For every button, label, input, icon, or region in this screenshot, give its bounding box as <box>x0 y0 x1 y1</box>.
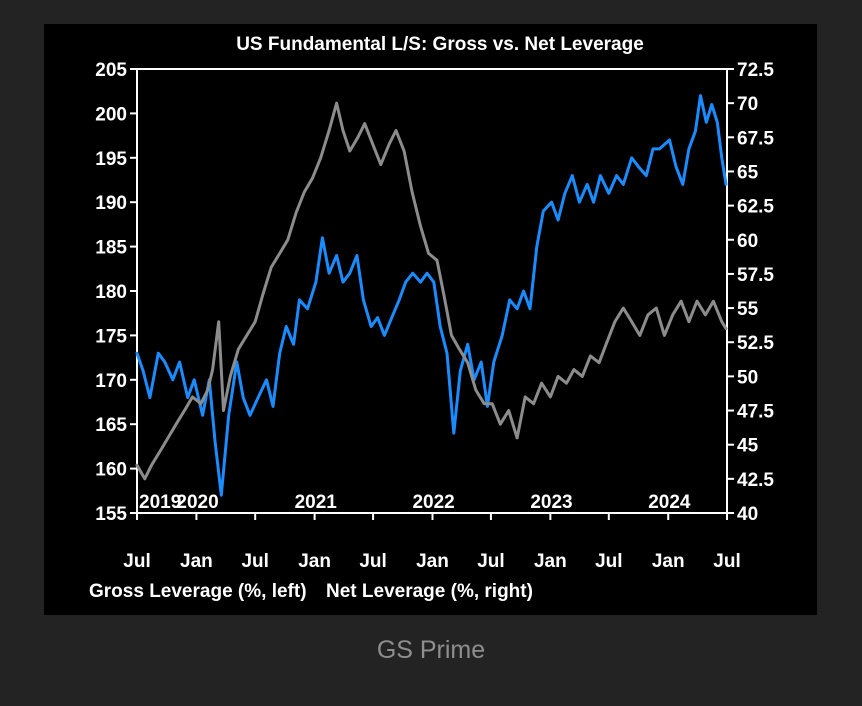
x-month-label: Jan <box>416 551 449 572</box>
y-left-tick-label: 155 <box>95 504 127 525</box>
y-left-tick-label: 170 <box>95 371 127 392</box>
y-right-tick-label: 62.5 <box>737 197 774 218</box>
y-right-tick-label: 60 <box>737 231 758 252</box>
y-right-tick-label: 45 <box>737 436 759 457</box>
x-year-label: 2019 <box>139 492 181 513</box>
y-left-tick-label: 165 <box>95 415 127 436</box>
x-month-label: Jan <box>652 551 685 572</box>
y-left-tick-label: 175 <box>95 326 127 347</box>
y-right-tick-label: 47.5 <box>737 402 774 423</box>
x-month-label: Jul <box>477 551 504 572</box>
x-month-label: Jul <box>595 551 622 572</box>
y-right-tick-label: 52.5 <box>737 333 774 354</box>
y-right-tick-label: 50 <box>737 367 758 388</box>
x-month-label: Jan <box>298 551 331 572</box>
y-left-tick-label: 190 <box>95 193 127 214</box>
x-year-label: 2024 <box>648 492 691 513</box>
y-left-tick-label: 160 <box>95 460 127 481</box>
y-right-tick-label: 65 <box>737 162 759 183</box>
x-month-label: Jan <box>180 551 213 572</box>
chart-panel: US Fundamental L/S: Gross vs. Net Levera… <box>44 24 817 615</box>
chart-svg: US Fundamental L/S: Gross vs. Net Levera… <box>89 34 774 602</box>
y-right-tick-label: 72.5 <box>737 60 774 81</box>
x-year-label: 2023 <box>530 492 572 513</box>
y-right-tick-label: 70 <box>737 94 758 115</box>
chart-title: US Fundamental L/S: Gross vs. Net Levera… <box>236 34 644 55</box>
y-right-tick-label: 57.5 <box>737 265 774 286</box>
y-right-tick-label: 40 <box>737 504 758 525</box>
x-month-label: Jul <box>241 551 268 572</box>
plot-layer: 155 160 165 170 175 180 185 190 195 200 205 40 42.5 4… <box>95 60 774 572</box>
y-right-tick-label: 67.5 <box>737 128 774 149</box>
x-year-label: 2020 <box>176 492 218 513</box>
y-right-tick-label: 42.5 <box>737 470 774 491</box>
legend-gross: Gross Leverage (%, left) <box>89 581 307 602</box>
x-year-label: 2021 <box>295 492 338 513</box>
x-month-label: Jan <box>534 551 567 572</box>
y-left-tick-label: 185 <box>95 238 127 259</box>
y-left-tick-label: 205 <box>95 60 127 81</box>
y-right-tick-label: 55 <box>737 299 759 320</box>
x-month-label: Jul <box>359 551 386 572</box>
y-left-tick-label: 195 <box>95 149 127 170</box>
net-leverage-line <box>135 101 728 481</box>
gross-leverage-line <box>135 94 728 497</box>
x-year-label: 2022 <box>412 492 454 513</box>
y-left-tick-label: 200 <box>95 104 127 125</box>
y-left-tick-label: 180 <box>95 282 127 303</box>
x-month-label: Jul <box>713 551 740 572</box>
source-caption: GS Prime <box>376 636 486 664</box>
x-month-label: Jul <box>123 551 150 572</box>
legend-net: Net Leverage (%, right) <box>326 581 533 602</box>
